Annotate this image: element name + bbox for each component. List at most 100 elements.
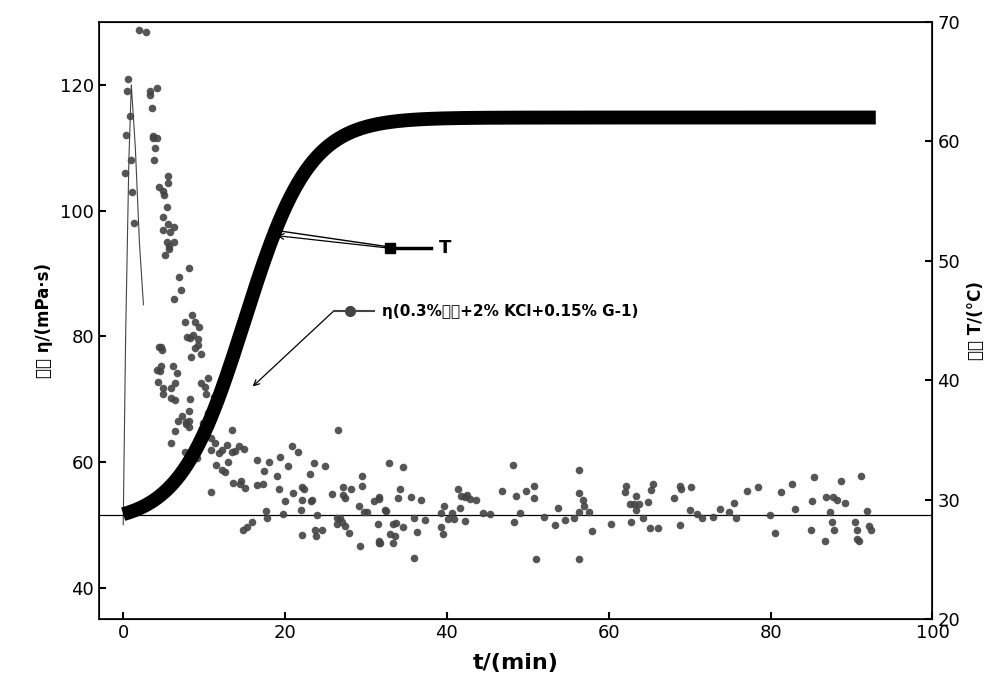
Point <box>166 237 182 248</box>
Point <box>184 310 200 321</box>
Point <box>762 510 778 521</box>
Point <box>784 479 800 490</box>
Point <box>388 517 404 528</box>
Point <box>147 142 163 153</box>
Point <box>330 425 346 436</box>
Point <box>512 507 528 518</box>
Point <box>174 410 190 421</box>
Point <box>165 361 181 372</box>
Point <box>859 505 875 516</box>
Point <box>163 438 179 449</box>
Point <box>154 344 170 355</box>
Point <box>861 520 877 531</box>
Point <box>773 486 789 497</box>
Point <box>750 481 766 492</box>
Point <box>406 552 422 563</box>
Point <box>435 528 451 539</box>
Point <box>849 534 865 545</box>
Point <box>818 491 834 502</box>
Point <box>506 516 522 527</box>
Point <box>462 494 478 505</box>
Point <box>528 553 544 564</box>
Point <box>149 365 165 376</box>
Point <box>459 490 475 501</box>
Point <box>444 508 460 519</box>
Point <box>157 250 173 261</box>
Point <box>122 111 138 122</box>
Point <box>385 519 401 530</box>
Point <box>826 525 842 536</box>
Point <box>124 186 140 197</box>
Point <box>453 491 469 502</box>
Point <box>163 383 179 394</box>
Point <box>457 515 473 526</box>
Point <box>387 530 403 541</box>
Point <box>526 480 542 491</box>
Point <box>123 155 139 166</box>
Point <box>739 486 755 497</box>
Point <box>682 505 698 516</box>
Point <box>446 514 462 525</box>
Point <box>159 237 175 248</box>
Point <box>167 377 183 388</box>
Point <box>413 495 429 506</box>
Point <box>581 507 597 518</box>
Point <box>390 492 406 503</box>
Point <box>190 340 206 351</box>
Point <box>728 512 744 523</box>
Point <box>824 517 840 528</box>
Point <box>645 478 661 489</box>
Point <box>332 513 348 524</box>
Point <box>354 471 370 482</box>
Point <box>566 513 582 524</box>
Point <box>197 381 213 392</box>
Y-axis label: 粘度 η/(mPa·s): 粘度 η/(mPa·s) <box>35 263 53 378</box>
Point <box>285 487 301 498</box>
Point <box>352 541 368 552</box>
Point <box>227 446 243 457</box>
Point <box>271 484 287 495</box>
Point <box>440 513 456 524</box>
Point <box>178 416 194 427</box>
X-axis label: t/(min): t/(min) <box>473 653 559 673</box>
Point <box>803 525 819 536</box>
Point <box>126 217 142 228</box>
Point <box>817 536 833 547</box>
Point <box>618 480 634 491</box>
Point <box>277 495 293 506</box>
Point <box>142 89 158 100</box>
Point <box>182 333 198 344</box>
Point <box>381 458 397 469</box>
Point <box>329 518 345 529</box>
Point <box>155 186 171 197</box>
Point <box>392 483 408 494</box>
Point <box>377 504 393 515</box>
Point <box>849 524 865 535</box>
Point <box>673 484 689 495</box>
Point <box>433 522 449 533</box>
Point <box>155 383 171 394</box>
Point <box>304 494 320 505</box>
Point <box>705 511 721 522</box>
Point <box>166 221 182 232</box>
Point <box>201 416 217 427</box>
Point <box>395 461 411 472</box>
Point <box>371 535 387 546</box>
Point <box>161 244 177 255</box>
Point <box>672 480 688 491</box>
Point <box>354 480 370 491</box>
Point <box>284 441 300 452</box>
Point <box>152 365 168 376</box>
Point <box>159 201 175 212</box>
Point <box>150 376 166 387</box>
Point <box>161 240 177 251</box>
Point <box>163 393 179 404</box>
Point <box>258 506 274 517</box>
Point <box>806 472 822 483</box>
Point <box>211 447 227 458</box>
Point <box>195 418 211 429</box>
Point <box>259 512 275 523</box>
Point <box>235 524 251 535</box>
Point <box>294 494 310 505</box>
Y-axis label: 温度 T/(°C): 温度 T/(°C) <box>967 281 985 360</box>
